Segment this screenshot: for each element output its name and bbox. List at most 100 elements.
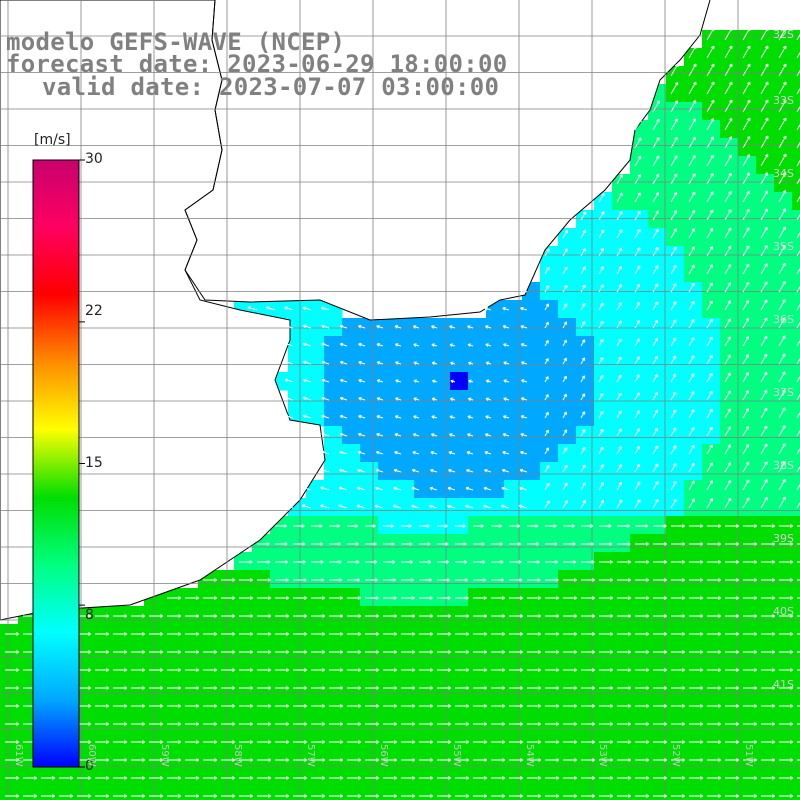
- wind-arrow: [5, 776, 20, 780]
- wind-arrow: [455, 776, 470, 780]
- speed-cell: [360, 444, 379, 463]
- wind-arrow: [455, 614, 470, 618]
- speed-cell: [594, 462, 613, 481]
- speed-cell: [396, 408, 415, 427]
- speed-cell: [450, 444, 469, 463]
- speed-cell: [756, 138, 775, 157]
- wind-arrow: [455, 560, 468, 564]
- wind-arrow: [221, 776, 236, 780]
- wind-arrow: [634, 210, 641, 221]
- wind-arrow: [467, 433, 474, 437]
- speed-cell: [486, 372, 505, 391]
- speed-cell: [324, 426, 343, 445]
- wind-arrow: [761, 668, 776, 672]
- speed-cell: [540, 606, 559, 625]
- wind-arrow: [742, 172, 750, 185]
- wind-arrow: [5, 668, 20, 672]
- speed-cell: [630, 408, 649, 427]
- speed-cell: [144, 678, 163, 697]
- wind-arrow: [338, 486, 348, 491]
- speed-cell: [396, 714, 415, 733]
- wind-arrow: [293, 560, 306, 564]
- speed-cell: [576, 498, 595, 517]
- speed-cell: [594, 768, 613, 787]
- wind-arrow: [725, 776, 740, 780]
- wind-arrow: [581, 542, 594, 546]
- wind-arrow: [503, 361, 510, 365]
- wind-arrow: [598, 481, 604, 491]
- wind-arrow: [401, 578, 414, 582]
- speed-cell: [684, 372, 703, 391]
- wind-arrow: [778, 496, 786, 509]
- speed-cell: [702, 210, 721, 229]
- wind-arrow: [706, 209, 714, 221]
- wind-arrow: [437, 524, 448, 528]
- speed-cell: [792, 336, 800, 355]
- speed-cell: [630, 138, 649, 157]
- wind-arrow: [617, 542, 631, 546]
- wind-arrow: [689, 686, 704, 690]
- wind-arrow: [634, 155, 642, 167]
- speed-cell: [792, 372, 800, 391]
- speed-cell: [612, 768, 631, 787]
- speed-cell: [774, 768, 793, 787]
- wind-arrow: [455, 542, 467, 546]
- speed-cell: [756, 210, 775, 229]
- speed-cell: [792, 516, 800, 535]
- speed-cell: [0, 660, 19, 679]
- speed-cell: [630, 606, 649, 625]
- wind-arrow: [131, 740, 146, 744]
- speed-cell: [450, 354, 469, 373]
- wind-arrow: [580, 499, 586, 509]
- wind-arrow: [796, 303, 800, 311]
- speed-cell: [342, 318, 361, 337]
- speed-cell: [630, 228, 649, 247]
- speed-cell: [666, 408, 685, 427]
- wind-arrow: [779, 524, 794, 528]
- speed-cell: [594, 372, 613, 391]
- speed-cell: [630, 498, 649, 517]
- speed-cell: [630, 192, 649, 211]
- speed-cell: [360, 462, 379, 481]
- wind-arrow: [598, 284, 604, 293]
- wind-arrow: [455, 578, 468, 582]
- speed-cell: [738, 408, 757, 427]
- speed-cell: [666, 606, 685, 625]
- wind-arrow: [652, 427, 659, 437]
- speed-cell: [720, 534, 739, 553]
- speed-cell: [504, 696, 523, 715]
- speed-cell: [288, 606, 307, 625]
- wind-arrow: [671, 650, 686, 654]
- wind-arrow: [761, 650, 776, 654]
- speed-cell: [684, 318, 703, 337]
- wind-arrow: [761, 524, 776, 528]
- speed-cell: [738, 714, 757, 733]
- wind-arrow: [347, 740, 362, 744]
- wind-arrow: [257, 722, 272, 726]
- speed-cell: [558, 624, 577, 643]
- speed-cell: [108, 768, 127, 787]
- wind-arrow: [581, 614, 596, 618]
- wind-arrow: [689, 794, 704, 798]
- wind-arrow: [797, 651, 800, 653]
- speed-cell: [90, 714, 109, 733]
- speed-cell: [144, 642, 163, 661]
- speed-cell: [792, 84, 800, 103]
- wind-arrow: [5, 650, 20, 654]
- speed-cell: [576, 480, 595, 499]
- wind-arrow: [779, 578, 794, 582]
- wind-arrow: [580, 375, 586, 383]
- speed-cell: [738, 696, 757, 715]
- speed-cell: [792, 102, 800, 121]
- wind-arrow: [383, 794, 398, 798]
- wind-arrow: [149, 740, 164, 744]
- wind-arrow: [707, 560, 722, 564]
- wind-arrow: [725, 740, 740, 744]
- wind-arrow: [616, 320, 622, 329]
- wind-arrow: [265, 306, 276, 311]
- wind-arrow: [339, 450, 348, 455]
- wind-arrow: [779, 776, 794, 780]
- wind-arrow: [652, 192, 659, 203]
- wind-arrow: [473, 794, 488, 798]
- wind-arrow: [401, 614, 416, 618]
